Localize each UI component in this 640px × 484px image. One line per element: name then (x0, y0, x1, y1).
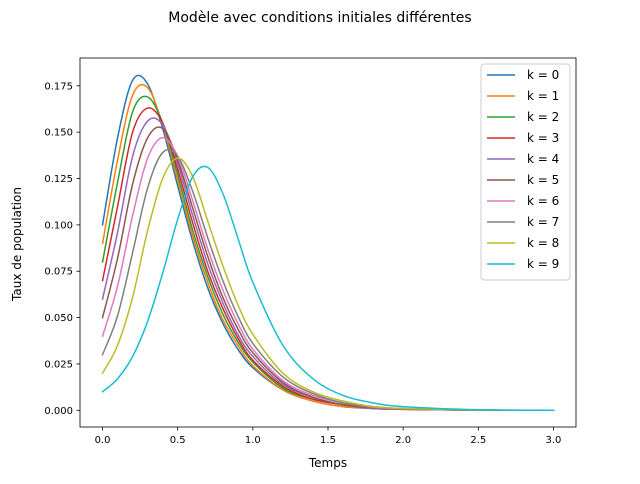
legend-label: k = 3 (527, 131, 559, 145)
chart-title: Modèle avec conditions initiales différe… (168, 10, 471, 26)
x-tick-label: 3.0 (546, 435, 562, 446)
x-tick-label: 0.0 (95, 435, 111, 446)
legend-label: k = 2 (527, 110, 559, 124)
legend-label: k = 1 (527, 89, 559, 103)
axes: 0.0 0.5 1.0 1.5 2.0 2.5 3.0 0.000 0.025 0.050 0.07… (44, 57, 577, 446)
y-tick-label: 0.075 (44, 267, 73, 278)
legend-label: k = 5 (527, 173, 559, 187)
legend: k = 0 k = 1 k = 2 k = 3 k = 4 k = 5 k = 6 k = 7… (480, 63, 571, 281)
legend-label: k = 7 (527, 215, 559, 229)
series-line-k9 (101, 165, 555, 412)
x-tick-label: 1.0 (245, 435, 261, 446)
legend-label: k = 0 (527, 68, 559, 82)
y-tick-label: 0.175 (44, 81, 73, 92)
legend-box (480, 63, 571, 281)
plot-area (101, 74, 555, 412)
x-tick-label: 2.5 (470, 435, 486, 446)
legend-label: k = 6 (527, 194, 559, 208)
x-axis-label: Temps (308, 456, 347, 470)
series-line-k8 (101, 157, 555, 412)
y-tick-label: 0.150 (44, 128, 73, 139)
y-axis-label: Taux de population (10, 187, 24, 302)
series-line-k4 (101, 117, 555, 412)
x-tick-label: 0.5 (170, 435, 186, 446)
legend-label: k = 4 (527, 152, 559, 166)
legend-label: k = 8 (527, 236, 559, 250)
x-tick-label: 1.5 (320, 435, 336, 446)
y-tick-label: 0.000 (44, 406, 73, 417)
y-tick-label: 0.100 (44, 220, 73, 231)
y-tick-label: 0.050 (44, 313, 73, 324)
y-tick-label: 0.025 (44, 359, 73, 370)
legend-label: k = 9 (527, 257, 559, 271)
y-tick-label: 0.125 (44, 174, 73, 185)
x-tick-label: 2.0 (395, 435, 411, 446)
